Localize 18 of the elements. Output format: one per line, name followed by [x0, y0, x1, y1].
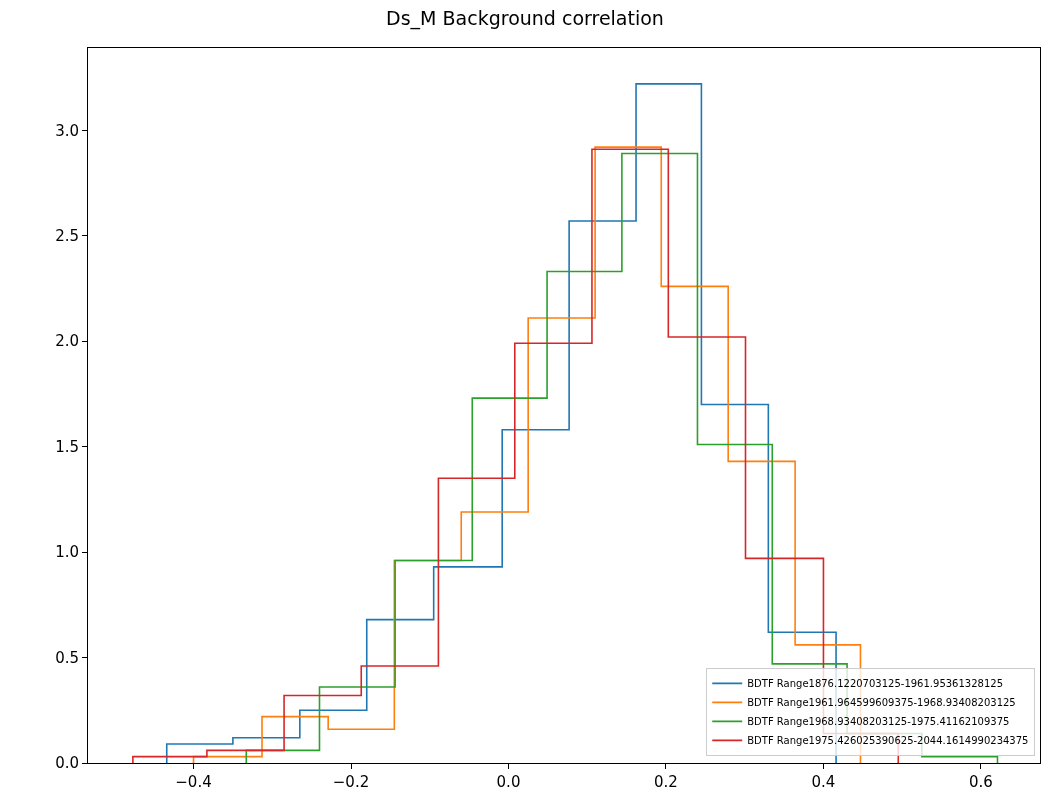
x-tick-label: −0.2: [332, 773, 370, 791]
legend-label: BDTF Range1975.426025390625-2044.1614990234375: [747, 735, 1029, 747]
y-tick-label: 1.0: [55, 543, 79, 562]
y-tick-label: 2.5: [55, 226, 79, 245]
x-tick-label: −0.4: [175, 773, 212, 791]
x-tick-label: 0.0: [496, 773, 521, 791]
y-tick-label: 3.0: [55, 121, 79, 140]
chart-title: Ds_M Background correlation: [386, 7, 664, 31]
x-tick-label: 0.2: [654, 773, 678, 791]
legend-label: BDTF Range1961.964599609375-1968.93408203125: [747, 697, 1016, 709]
y-tick-label: 0.0: [55, 754, 79, 773]
x-tick-label: 0.6: [969, 773, 993, 791]
legend-label: BDTF Range1876.1220703125-1961.95361328125: [747, 678, 1004, 690]
y-tick-label: 2.0: [55, 332, 79, 351]
legend-label: BDTF Range1968.93408203125-1975.41162109375: [747, 716, 1010, 728]
x-tick-label: 0.4: [811, 773, 836, 791]
y-tick-label: 0.5: [55, 648, 79, 667]
y-tick-label: 1.5: [55, 437, 79, 456]
